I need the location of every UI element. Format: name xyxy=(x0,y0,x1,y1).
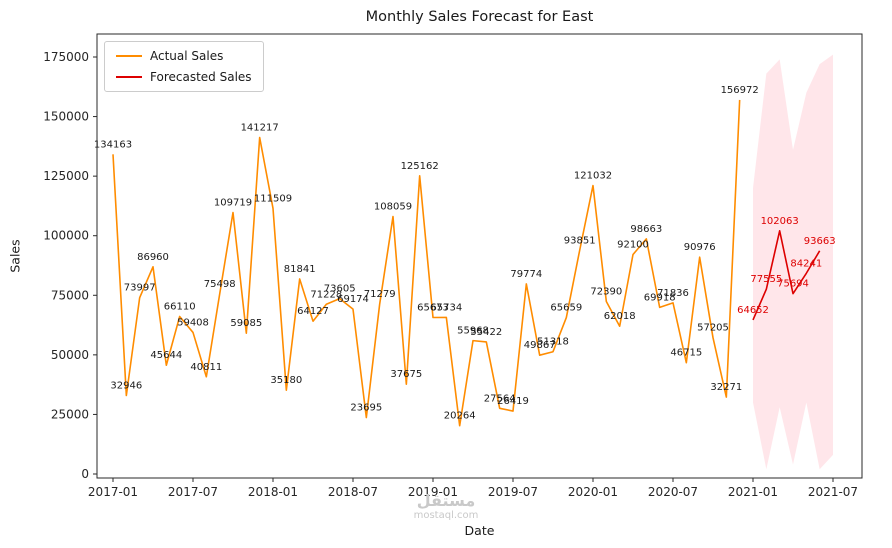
svg-text:55422: 55422 xyxy=(470,327,502,338)
svg-text:2021-07: 2021-07 xyxy=(808,485,858,499)
svg-text:73997: 73997 xyxy=(124,283,156,294)
svg-text:23695: 23695 xyxy=(350,403,382,414)
svg-text:2019-07: 2019-07 xyxy=(488,485,538,499)
legend-label: Forecasted Sales xyxy=(150,70,252,84)
svg-text:2021-01: 2021-01 xyxy=(728,485,778,499)
svg-text:49867: 49867 xyxy=(524,340,556,351)
watermark-domain-text: mostaql.com xyxy=(413,509,479,521)
svg-text:2018-01: 2018-01 xyxy=(248,485,298,499)
svg-text:73605: 73605 xyxy=(324,284,356,295)
svg-text:26419: 26419 xyxy=(497,396,529,407)
legend-label: Actual Sales xyxy=(150,49,224,63)
svg-text:75694: 75694 xyxy=(777,279,809,290)
watermark-arabic-text: مستقل xyxy=(416,491,476,510)
svg-text:65659: 65659 xyxy=(550,303,582,314)
svg-text:45644: 45644 xyxy=(150,350,182,361)
svg-text:71836: 71836 xyxy=(657,288,689,299)
svg-text:2019-01: 2019-01 xyxy=(408,485,458,499)
svg-text:71228: 71228 xyxy=(310,289,342,300)
svg-text:0: 0 xyxy=(81,467,89,481)
svg-text:84241: 84241 xyxy=(790,258,822,269)
svg-text:32271: 32271 xyxy=(710,382,742,393)
svg-text:27564: 27564 xyxy=(484,393,516,404)
svg-text:108059: 108059 xyxy=(374,202,412,213)
svg-text:2018-07: 2018-07 xyxy=(328,485,378,499)
svg-text:92100: 92100 xyxy=(617,240,649,251)
svg-text:134163: 134163 xyxy=(94,139,132,150)
svg-text:35180: 35180 xyxy=(270,375,302,386)
svg-text:57205: 57205 xyxy=(697,323,729,334)
svg-text:64127: 64127 xyxy=(297,306,329,317)
y-axis-label: Sales xyxy=(7,239,23,273)
watermark: مستقل mostaql.com xyxy=(414,492,479,521)
svg-text:86960: 86960 xyxy=(137,252,169,263)
svg-text:102063: 102063 xyxy=(761,216,799,227)
svg-text:2017-07: 2017-07 xyxy=(168,485,218,499)
svg-text:90976: 90976 xyxy=(684,242,716,253)
svg-text:150000: 150000 xyxy=(43,110,89,124)
svg-text:69918: 69918 xyxy=(644,292,676,303)
svg-text:111509: 111509 xyxy=(254,193,292,204)
svg-text:59408: 59408 xyxy=(177,317,209,328)
svg-text:100000: 100000 xyxy=(43,229,89,243)
svg-text:72390: 72390 xyxy=(590,287,622,298)
svg-text:71279: 71279 xyxy=(364,289,396,300)
svg-text:37675: 37675 xyxy=(390,369,422,380)
svg-text:25000: 25000 xyxy=(51,407,89,421)
svg-text:77555: 77555 xyxy=(750,274,782,285)
svg-text:156972: 156972 xyxy=(721,85,759,96)
svg-text:2020-01: 2020-01 xyxy=(568,485,618,499)
svg-text:40811: 40811 xyxy=(190,362,222,373)
legend-line-swatch xyxy=(116,76,142,78)
svg-text:2020-07: 2020-07 xyxy=(648,485,698,499)
svg-text:64652: 64652 xyxy=(737,305,769,316)
svg-text:79774: 79774 xyxy=(510,269,542,280)
svg-text:69174: 69174 xyxy=(337,294,369,305)
svg-text:141217: 141217 xyxy=(241,123,279,134)
svg-text:75498: 75498 xyxy=(204,279,236,290)
x-axis-label: Date xyxy=(464,523,495,538)
svg-text:125162: 125162 xyxy=(401,161,439,172)
legend: Actual Sales Forecasted Sales xyxy=(104,41,264,92)
svg-text:20264: 20264 xyxy=(444,411,476,422)
svg-text:121032: 121032 xyxy=(574,171,612,182)
svg-text:50000: 50000 xyxy=(51,348,89,362)
svg-text:66110: 66110 xyxy=(164,301,196,312)
svg-text:75000: 75000 xyxy=(51,288,89,302)
svg-text:125000: 125000 xyxy=(43,169,89,183)
svg-text:59085: 59085 xyxy=(230,318,262,329)
svg-text:46715: 46715 xyxy=(670,348,702,359)
svg-text:175000: 175000 xyxy=(43,50,89,64)
svg-text:65734: 65734 xyxy=(430,302,462,313)
svg-text:55968: 55968 xyxy=(457,326,489,337)
svg-text:65673: 65673 xyxy=(417,303,449,314)
svg-text:51318: 51318 xyxy=(537,337,569,348)
legend-item: Actual Sales xyxy=(116,49,252,63)
svg-text:93663: 93663 xyxy=(804,236,836,247)
legend-line-swatch xyxy=(116,55,142,57)
legend-item: Forecasted Sales xyxy=(116,70,252,84)
svg-text:62018: 62018 xyxy=(604,311,636,322)
svg-text:98663: 98663 xyxy=(630,224,662,235)
svg-text:2017-01: 2017-01 xyxy=(88,485,138,499)
svg-text:109719: 109719 xyxy=(214,198,252,209)
chart-title: Monthly Sales Forecast for East xyxy=(365,9,594,25)
svg-text:32946: 32946 xyxy=(110,380,142,391)
svg-text:93851: 93851 xyxy=(564,235,596,246)
svg-text:81841: 81841 xyxy=(284,264,316,275)
